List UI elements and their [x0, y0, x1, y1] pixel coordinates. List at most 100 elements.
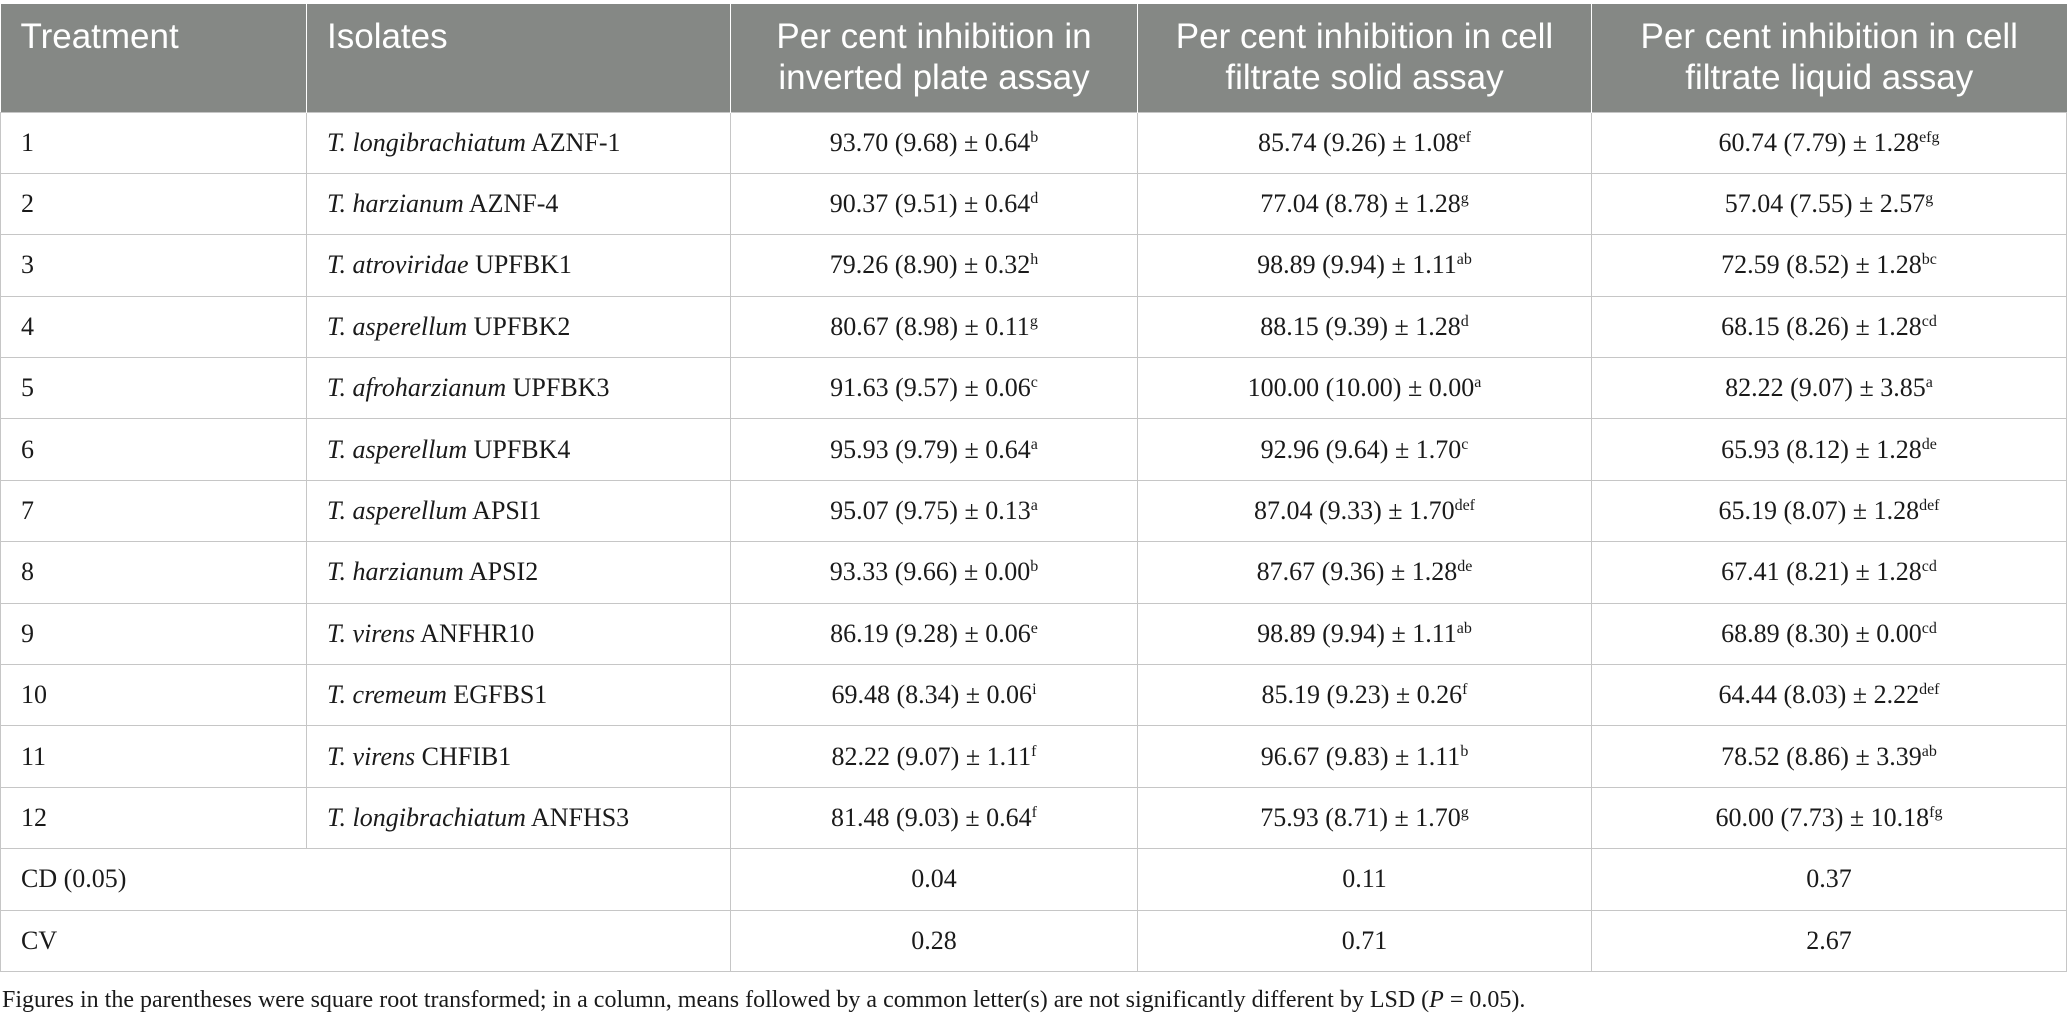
table-row: 11 T. virens CHFIB1 82.22 (9.07) ± 1.11f 96…	[0, 725, 2067, 788]
cell-filtrate-liquid-value: 68.15 (8.26) ± 1.28	[1721, 311, 1922, 341]
treatment-cell: 11	[0, 725, 307, 788]
footnote-p-symbol: P	[1429, 987, 1444, 1013]
cell-filtrate-liquid-value: 57.04 (7.55) ± 2.57	[1724, 189, 1926, 219]
inverted-plate-value: 93.33 (9.66) ± 0.00	[829, 557, 1031, 587]
treatment-number: 1	[21, 127, 34, 157]
cell-filtrate-solid-value: 85.74 (9.26) ± 1.08	[1257, 127, 1459, 157]
treatment-cell: 7	[0, 479, 307, 543]
isolate-cell: T. longibrachiatum AZNF-1	[306, 111, 731, 174]
isolate-strain: UPFBK3	[506, 373, 610, 403]
isolate-species: T. atroviridae	[327, 250, 469, 280]
cell-filtrate-liquid-cell: 82.22 (9.07) ± 3.85a	[1591, 357, 2067, 420]
table-row: 6 T. asperellum UPFBK4 95.93 (9.79) ± 0.64…	[0, 418, 2067, 481]
inverted-plate-cell: 80.67 (8.98) ± 0.11g	[730, 295, 1138, 359]
inverted-plate-significance-letters: i	[1032, 681, 1037, 699]
header-treatment: Treatment	[0, 4, 307, 112]
inverted-plate-value: 95.07 (9.75) ± 0.13	[830, 496, 1031, 526]
cell-filtrate-liquid-value: 68.89 (8.30) ± 0.00	[1721, 618, 1922, 648]
isolate-strain: APSI2	[463, 557, 539, 587]
treatment-number: 9	[21, 618, 34, 648]
treatment-cell: 2	[0, 172, 307, 236]
inverted-plate-cell: 95.07 (9.75) ± 0.13a	[730, 479, 1138, 543]
inverted-plate-cell: 90.37 (9.51) ± 0.64d	[730, 172, 1138, 236]
isolate-strain: UPFBK2	[467, 311, 571, 341]
stats-row: CD (0.05) 0.04 0.11 0.37	[0, 848, 2067, 911]
isolate-cell: T. harzianum AZNF-4	[306, 172, 731, 236]
cell-filtrate-liquid-cell: 68.15 (8.26) ± 1.28cd	[1591, 295, 2067, 359]
cell-filtrate-solid-stat-value: 0.11	[1342, 864, 1387, 894]
cell-filtrate-liquid-stat-cell: 2.67	[1591, 909, 2067, 972]
inverted-plate-value: 91.63 (9.57) ± 0.06	[830, 373, 1031, 403]
inverted-plate-value: 80.67 (8.98) ± 0.11	[830, 311, 1030, 341]
header-inverted-plate: Per cent inhibition in inverted plate as…	[730, 4, 1138, 112]
isolate-strain: AZNF-4	[463, 189, 559, 219]
treatment-number: 8	[21, 557, 34, 587]
treatment-number: 10	[21, 680, 47, 710]
cell-filtrate-solid-significance-letters: de	[1457, 558, 1473, 576]
cell-filtrate-solid-significance-letters: g	[1460, 803, 1469, 821]
cell-filtrate-liquid-significance-letters: de	[1921, 435, 1937, 453]
treatment-number: 7	[21, 496, 34, 526]
inverted-plate-value: 69.48 (8.34) ± 0.06	[831, 680, 1033, 710]
treatment-cell: 9	[0, 602, 307, 666]
cell-filtrate-liquid-value: 60.00 (7.73) ± 10.18	[1715, 802, 1930, 832]
inverted-plate-stat-cell: 0.28	[730, 909, 1138, 972]
cell-filtrate-liquid-value: 82.22 (9.07) ± 3.85	[1725, 373, 1926, 403]
cell-filtrate-solid-cell: 98.89 (9.94) ± 1.11ab	[1137, 234, 1592, 297]
treatment-number: 3	[21, 250, 34, 280]
cell-filtrate-liquid-stat-value: 2.67	[1806, 925, 1852, 955]
cell-filtrate-liquid-value: 65.19 (8.07) ± 1.28	[1718, 496, 1920, 526]
cell-filtrate-solid-significance-letters: def	[1454, 497, 1476, 515]
inverted-plate-stat-value: 0.04	[911, 864, 957, 894]
inverted-plate-significance-letters: c	[1030, 374, 1038, 392]
cell-filtrate-solid-value: 98.89 (9.94) ± 1.11	[1257, 618, 1457, 648]
isolate-species: T. virens	[327, 741, 416, 771]
isolate-strain: APSI1	[467, 496, 542, 526]
table-row: 5 T. afroharzianum UPFBK3 91.63 (9.57) ± 0…	[0, 357, 2067, 420]
treatment-cell: 3	[0, 234, 307, 297]
table-row: 8 T. harzianum APSI2 93.33 (9.66) ± 0.00b 8…	[0, 541, 2067, 604]
table-row: 12 T. longibrachiatum ANFHS3 81.48 (9.03) …	[0, 786, 2067, 850]
cell-filtrate-liquid-significance-letters: efg	[1919, 128, 1940, 146]
cell-filtrate-liquid-significance-letters: g	[1925, 190, 1934, 208]
cell-filtrate-solid-cell: 100.00 (10.00) ± 0.00a	[1137, 357, 1592, 420]
treatment-cell: 1	[0, 111, 307, 174]
isolate-cell: T. asperellum UPFBK2	[306, 295, 731, 359]
cell-filtrate-solid-cell: 96.67 (9.83) ± 1.11b	[1137, 725, 1592, 788]
treatment-number: 11	[21, 741, 47, 771]
isolate-cell: T. cremeum EGFBS1	[306, 664, 731, 727]
inverted-plate-value: 86.19 (9.28) ± 0.06	[830, 618, 1031, 648]
treatment-number: 5	[21, 373, 34, 403]
inverted-plate-value: 95.93 (9.79) ± 0.64	[830, 434, 1031, 464]
treatment-number: 12	[21, 802, 47, 832]
stats-label-cell: CV	[0, 909, 731, 972]
isolate-strain: ANFHR10	[415, 618, 535, 648]
cell-filtrate-liquid-significance-letters: cd	[1921, 619, 1937, 637]
inverted-plate-cell: 93.70 (9.68) ± 0.64b	[730, 111, 1138, 174]
inverted-plate-stat-value: 0.28	[911, 925, 957, 955]
table-row: 9 T. virens ANFHR10 86.19 (9.28) ± 0.06e 98…	[0, 602, 2067, 666]
isolate-cell: T. virens ANFHR10	[306, 602, 731, 666]
isolate-cell: T. harzianum APSI2	[306, 541, 731, 604]
table-row: 3 T. atroviridae UPFBK1 79.26 (8.90) ± 0.3…	[0, 234, 2067, 297]
cell-filtrate-solid-significance-letters: f	[1462, 681, 1468, 699]
isolate-species: T. harzianum	[327, 189, 464, 219]
cell-filtrate-solid-significance-letters: b	[1460, 742, 1469, 760]
inverted-plate-cell: 86.19 (9.28) ± 0.06e	[730, 602, 1138, 666]
inverted-plate-significance-letters: h	[1030, 251, 1039, 269]
cell-filtrate-solid-value: 77.04 (8.78) ± 1.28	[1260, 189, 1461, 219]
cell-filtrate-solid-value: 87.04 (9.33) ± 1.70	[1253, 496, 1455, 526]
isolate-cell: T. asperellum UPFBK4	[306, 418, 731, 481]
cell-filtrate-liquid-stat-cell: 0.37	[1591, 848, 2067, 911]
cell-filtrate-liquid-significance-letters: def	[1919, 497, 1940, 515]
isolate-cell: T. virens CHFIB1	[306, 725, 731, 788]
cell-filtrate-liquid-value: 78.52 (8.86) ± 3.39	[1721, 741, 1922, 771]
cell-filtrate-solid-value: 87.67 (9.36) ± 1.28	[1256, 557, 1458, 587]
inverted-plate-cell: 93.33 (9.66) ± 0.00b	[730, 541, 1138, 604]
treatment-cell: 8	[0, 541, 307, 604]
inverted-plate-significance-letters: a	[1030, 497, 1038, 515]
table-row: 7 T. asperellum APSI1 95.07 (9.75) ± 0.13a…	[0, 479, 2067, 543]
cell-filtrate-liquid-stat-value: 0.37	[1806, 864, 1852, 894]
cell-filtrate-liquid-value: 64.44 (8.03) ± 2.22	[1718, 680, 1920, 710]
isolate-species: T. asperellum	[327, 496, 468, 526]
